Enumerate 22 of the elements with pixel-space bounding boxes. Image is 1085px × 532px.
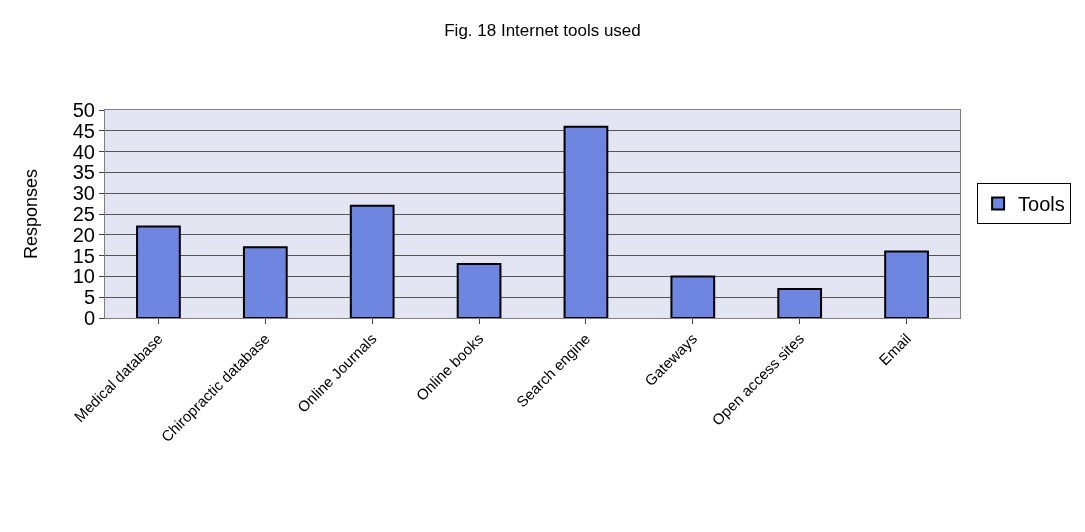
bar (349, 204, 395, 318)
bar (884, 250, 929, 318)
y-tick-label: 0 (83, 307, 95, 329)
y-tick-label: 30 (72, 182, 95, 205)
y-tick-label: 15 (72, 244, 95, 267)
y-tick-label: 40 (72, 140, 95, 163)
y-axis-title: Responses (20, 168, 41, 260)
bar (242, 246, 288, 318)
y-tick-label: 25 (72, 203, 95, 225)
bar (136, 225, 181, 318)
bar (670, 275, 716, 318)
y-tick-label: 5 (83, 286, 95, 309)
y-tick-label: 20 (72, 223, 95, 246)
legend-label: Tools (1018, 193, 1065, 216)
chart-title: Fig. 18 Internet tools used (444, 20, 641, 40)
bar (777, 287, 823, 318)
bar (456, 262, 502, 318)
y-tick-label: 50 (72, 99, 95, 121)
bar (563, 125, 609, 318)
y-tick-label: 10 (72, 265, 95, 288)
y-tick-label: 35 (72, 161, 95, 184)
y-tick-label: 45 (72, 119, 95, 142)
